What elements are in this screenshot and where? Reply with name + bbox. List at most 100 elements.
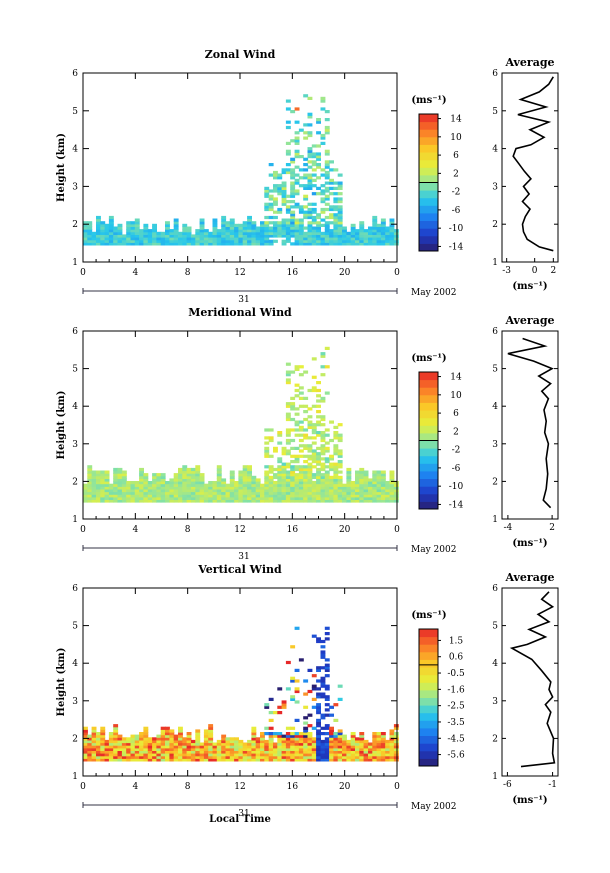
heatmap-cell [316,415,321,419]
heatmap-cell [212,486,218,490]
heatmap-cell [303,679,309,683]
heatmap-cell [324,724,330,728]
heatmap-cell [294,679,300,683]
heatmap-cell [363,486,369,490]
heatmap-cell [178,491,183,495]
heatmap-cell [281,473,287,477]
heatmap-cell [113,491,119,495]
heatmap-cell [113,734,119,738]
heatmap-cell [273,483,278,487]
heatmap-cell [160,753,166,757]
heatmap-cell [260,491,265,495]
heatmap-cell [311,758,317,762]
heatmap-cell [359,499,365,503]
heatmap-cell [385,481,391,485]
heatmap-cell [294,700,300,704]
heatmap-cell [268,428,274,432]
heatmap-cell [190,753,196,757]
heatmap-cell [281,168,287,172]
heatmap-cell [329,454,334,458]
heatmap-cell [303,454,309,458]
heatmap-cell [342,734,347,738]
heatmap-cell [333,496,339,500]
heatmap-cell [324,346,330,350]
average-y-tick-label: 4 [492,145,498,155]
heatmap-cell [316,745,321,749]
heatmap-cell [337,231,343,235]
heatmap-cell [134,226,140,230]
heatmap-cell [186,473,192,477]
heatmap-cell [316,213,321,217]
heatmap-cell [160,747,166,751]
colorbar-segment [419,387,438,396]
y-tick-label: 5 [72,622,78,632]
heatmap-cell [216,467,222,472]
heatmap-cell [121,237,127,241]
heatmap-cell [108,215,114,220]
heatmap-cell [221,478,227,482]
heatmap-cell [108,221,114,225]
heatmap-cell [178,734,183,738]
heatmap-cell [169,755,175,759]
heatmap-cell [311,357,317,361]
heatmap-cell [169,496,175,500]
heatmap-cell [255,239,261,243]
heatmap-cell [316,242,321,246]
heatmap-cell [178,499,183,503]
heatmap-cell [186,758,192,762]
heatmap-cell [363,755,369,759]
heatmap-cell [273,747,278,751]
heatmap-cell [281,221,287,225]
heatmap-cell [143,732,149,736]
heatmap-cell [311,215,317,220]
heatmap-cell [290,645,296,649]
heatmap-cell [277,465,283,469]
heatmap-cell [186,234,192,238]
heatmap-cell [333,737,339,741]
heatmap-cell [255,486,261,490]
heatmap-cell [104,234,110,238]
heatmap-cell [311,491,317,495]
heatmap-cell [212,499,218,503]
heatmap-cell [285,378,291,382]
heatmap-cell [333,747,339,751]
heatmap-cell [285,141,291,145]
heatmap-cell [96,499,101,503]
heatmap-cell [221,747,227,751]
heatmap-cell [350,231,356,235]
heatmap-cell [285,226,291,230]
heatmap-cell [320,436,326,440]
heatmap-cell [108,488,114,493]
heatmap-cell [316,729,321,733]
heatmap-cell [277,486,283,490]
heatmap-cell [333,758,339,762]
heatmap-cell [350,488,356,493]
heatmap-cell [273,215,278,220]
heatmap-cell [385,753,391,757]
heatmap-cell [311,144,317,148]
heatmap-cell [169,239,175,243]
y-tick-label: 4 [72,402,78,412]
colorbar-segment [419,493,438,502]
heatmap-cell [169,229,175,233]
heatmap-cell [393,499,399,503]
heatmap-cell [169,742,175,746]
heatmap-cell [277,431,283,435]
heatmap-cell [96,234,101,238]
heatmap-cell [294,367,300,371]
colorbar-tick-label: -10 [449,482,464,492]
heatmap-cell [255,237,261,241]
heatmap-cell [285,231,291,235]
heatmap-cell [277,473,283,477]
heatmap-cell [268,494,274,498]
heatmap-cell [311,152,317,156]
heatmap-cell [316,491,321,495]
heatmap-cell [247,750,252,754]
heatmap-cell [303,716,309,720]
heatmap-cell [372,734,378,738]
heatmap-cell [363,750,369,754]
heatmap-cell [108,231,114,235]
heatmap-cell [333,229,339,233]
heatmap-cell [329,729,334,733]
heatmap-cell [229,747,235,751]
